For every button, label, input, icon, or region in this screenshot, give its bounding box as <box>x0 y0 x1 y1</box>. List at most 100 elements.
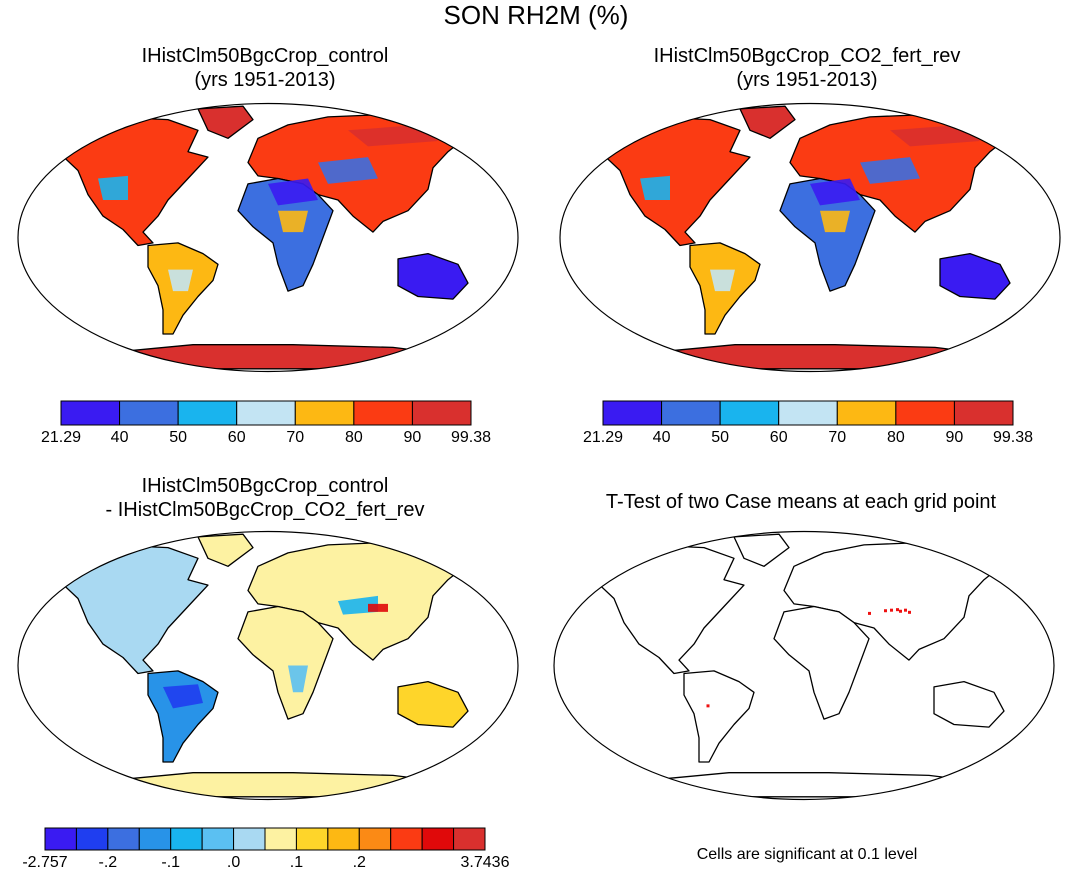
cbar-diff-label-2: -.1 <box>161 854 181 871</box>
cbar-control-swatch-1 <box>119 400 179 426</box>
continent-namerica <box>599 116 751 247</box>
colorbar-co2-fert-rev <box>602 400 1014 426</box>
climate-region-1 <box>318 157 378 184</box>
cbar-control-label-0: 21.29 <box>40 429 82 446</box>
continent-greenland <box>197 105 254 139</box>
cbar-control-swatch-6 <box>411 400 472 426</box>
cbar-co2-swatch-2 <box>719 400 780 426</box>
cbar-co2-label-1: 40 <box>652 429 671 446</box>
continent-africa <box>773 605 870 720</box>
climate-region-4 <box>710 269 735 292</box>
cbar-control-swatch-0 <box>60 400 121 426</box>
cbar-co2-swatch-5 <box>895 400 955 426</box>
cbar-diff-swatch-9 <box>327 827 360 851</box>
cbar-co2-swatch-1 <box>661 400 721 426</box>
difference-region-0 <box>163 684 203 709</box>
cbar-control-swatch-4 <box>294 400 355 426</box>
cbar-diff-label-1: -.2 <box>98 854 118 871</box>
significant-cell-0 <box>884 609 887 613</box>
ttest-note: Cells are significant at 0.1 level <box>696 846 918 863</box>
cbar-co2-swatch-3 <box>778 400 838 426</box>
continent-greenland <box>739 105 796 139</box>
climate-region-1 <box>860 157 920 184</box>
continent-greenland <box>733 533 790 567</box>
cbar-diff-swatch-8 <box>295 827 329 851</box>
continent-australia <box>933 680 1005 728</box>
panel-bl-title: IHistClm50BgcCrop_control - IHistClm50Bg… <box>30 474 500 522</box>
panel-tr-title: IHistClm50BgcCrop_CO2_fert_rev (yrs 1951… <box>572 44 1042 92</box>
continent-namerica <box>593 544 745 675</box>
cbar-control-label-1: 40 <box>110 429 129 446</box>
climate-region-3 <box>890 124 980 147</box>
cbar-diff-label-4: .1 <box>289 854 304 871</box>
colorbar-difference <box>44 827 486 851</box>
significant-cell-3 <box>899 609 902 613</box>
cbar-diff-label-5: .2 <box>352 854 366 871</box>
climate-region-5 <box>820 210 850 233</box>
map-co2-fert-rev <box>559 102 1061 373</box>
cbar-diff-swatch-0 <box>44 827 77 851</box>
cbar-co2-label-2: 50 <box>711 429 730 446</box>
panel-tr-title-line2: (yrs 1951-2013) <box>736 69 878 91</box>
continent-australia <box>397 252 469 300</box>
continent-namerica <box>57 116 209 247</box>
cbar-diff-swatch-10 <box>358 827 392 851</box>
difference-region-3 <box>368 603 388 612</box>
climate-region-0 <box>268 178 318 206</box>
climate-region-3 <box>348 124 438 147</box>
main-title: SON RH2M (%) <box>443 0 629 30</box>
colorbar-control <box>60 400 472 426</box>
cbar-diff-label-0: -2.757 <box>22 854 68 871</box>
cbar-control-label-7: 99.38 <box>450 429 492 446</box>
continent-antarctica <box>643 772 995 798</box>
colorbar-co2-fert-rev-labels: 21.29 40 50 60 70 80 90 99.38 <box>583 429 1033 449</box>
colorbar-difference-labels: -2.757 -.2 -.1 .0 .1 .2 3.7436 <box>22 854 509 874</box>
cbar-co2-label-6: 90 <box>945 429 964 446</box>
map-frame <box>17 530 519 801</box>
cbar-co2-label-5: 80 <box>886 429 905 446</box>
cbar-co2-swatch-4 <box>836 400 897 426</box>
climate-region-2 <box>640 175 670 200</box>
panel-bl-title-line2: - IHistClm50BgcCrop_CO2_fert_rev <box>105 499 425 521</box>
map-frame <box>553 530 1055 801</box>
continent-namerica <box>57 544 209 675</box>
cbar-diff-label-6: 3.7436 <box>460 854 510 871</box>
cbar-diff-swatch-4 <box>170 827 203 851</box>
cbar-diff-label-3: .0 <box>226 854 241 871</box>
significant-cell-6 <box>868 611 871 615</box>
cbar-diff-swatch-11 <box>390 827 423 851</box>
cbar-control-label-2: 50 <box>169 429 188 446</box>
continent-greenland <box>197 533 254 567</box>
panel-br-title-line1: T-Test of two Case means at each grid po… <box>605 491 997 513</box>
cbar-diff-swatch-1 <box>75 827 109 851</box>
difference-region-2 <box>288 665 308 693</box>
cbar-co2-label-4: 70 <box>828 429 847 446</box>
map-ttest <box>553 530 1055 801</box>
cbar-diff-swatch-12 <box>421 827 455 851</box>
cbar-co2-label-3: 60 <box>769 429 788 446</box>
continent-africa <box>237 605 334 720</box>
cbar-co2-label-0: 21.29 <box>582 429 624 446</box>
cbar-control-swatch-3 <box>236 400 296 426</box>
cbar-control-label-6: 90 <box>403 429 422 446</box>
cbar-control-label-3: 60 <box>227 429 246 446</box>
climate-region-5 <box>278 210 308 233</box>
continent-australia <box>397 680 469 728</box>
cbar-control-swatch-2 <box>177 400 238 426</box>
map-difference <box>17 530 519 801</box>
cbar-co2-swatch-6 <box>953 400 1014 426</box>
cbar-control-label-5: 80 <box>344 429 363 446</box>
continent-australia <box>939 252 1011 300</box>
significant-cell-5 <box>908 610 911 614</box>
cbar-diff-swatch-7 <box>264 827 297 851</box>
continent-samerica <box>683 670 755 763</box>
cbar-co2-label-7: 99.38 <box>992 429 1034 446</box>
significant-cell-7 <box>706 704 710 708</box>
significant-cell-2 <box>896 608 899 612</box>
panel-tr-title-line1: IHistClm50BgcCrop_CO2_fert_rev <box>653 45 961 67</box>
map-frame <box>559 102 1061 373</box>
continent-antarctica <box>107 344 459 370</box>
climate-region-0 <box>810 178 860 206</box>
continent-antarctica <box>649 344 1001 370</box>
cbar-control-label-4: 70 <box>286 429 305 446</box>
